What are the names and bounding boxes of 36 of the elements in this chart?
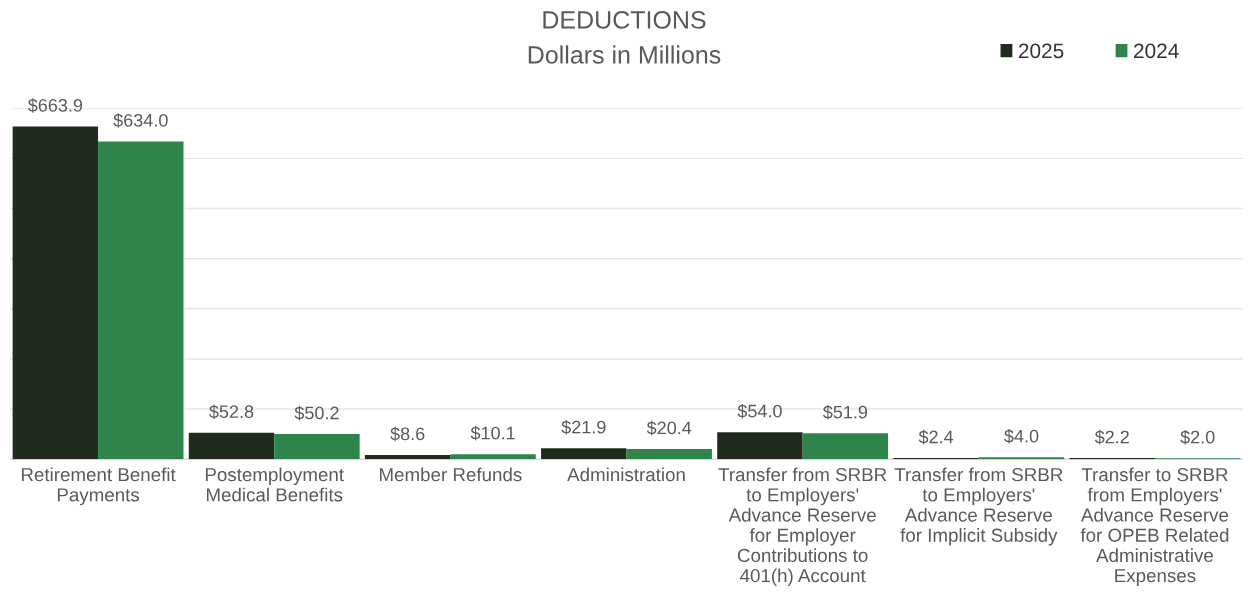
bar [541, 448, 627, 460]
x-tick-label: Retirement Benefit Payments [21, 467, 176, 506]
data-label: $634.0 [113, 113, 168, 128]
chart-subtitle: Dollars in Millions [528, 45, 721, 64]
data-label: $51.9 [822, 404, 868, 420]
data-label: $54.0 [737, 403, 782, 419]
bar [626, 448, 712, 460]
bar [274, 434, 360, 460]
data-label: $4.0 [1004, 428, 1039, 444]
bar [364, 454, 451, 460]
data-label: $8.6 [390, 426, 425, 442]
bar [450, 454, 536, 460]
data-label: $2.0 [1180, 429, 1215, 445]
x-tick-label: Transfer from SRBR to Employers' Advance Reserve for Employer Contributions to 401(h) Account [718, 467, 887, 586]
data-label: $50.2 [294, 405, 339, 421]
bar [717, 432, 803, 460]
data-label: $10.1 [470, 425, 515, 441]
x-tick-label: Administration [567, 467, 685, 482]
data-label: $2.4 [918, 429, 954, 445]
data-label: $21.9 [561, 419, 606, 435]
data-label: $2.2 [1094, 429, 1129, 445]
data-label: $663.9 [27, 98, 83, 113]
x-tick-label: Postemployment Medical Benefits [205, 467, 344, 502]
bar [188, 432, 275, 460]
bar [978, 457, 1065, 460]
bar [802, 433, 889, 460]
legend-label: 2025 [1018, 43, 1064, 59]
legend-label: 2024 [1134, 43, 1179, 59]
x-tick-label: Member Refunds [379, 467, 522, 482]
bar [12, 126, 99, 460]
data-label: $52.8 [209, 404, 254, 420]
chart-title: DEDUCTIONS [543, 11, 706, 29]
bar [98, 141, 184, 460]
x-tick-label: Transfer to SRBR from Employers' Advance Reserve for OPEB Related Administrative Expenses [1080, 467, 1229, 586]
x-tick-label: Transfer from SRBR to Employers' Advance Reserve for Implicit Subsidy [894, 467, 1063, 546]
data-label: $20.4 [646, 420, 692, 436]
